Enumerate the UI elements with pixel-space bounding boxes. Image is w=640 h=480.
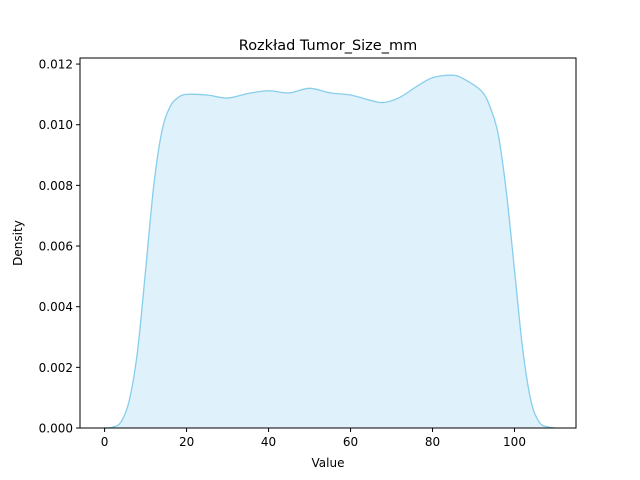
x-axis-label: Value: [312, 456, 345, 470]
y-tick-label: 0.002: [39, 361, 73, 375]
y-tick-label: 0.010: [39, 118, 73, 132]
y-tick-label: 0.000: [39, 422, 73, 436]
y-tick-label: 0.008: [39, 179, 73, 193]
density-area-fill: [104, 75, 556, 428]
y-tick-label: 0.004: [39, 300, 73, 314]
x-axis: 0 20 40 60 80 100: [101, 428, 526, 449]
x-tick-label: 40: [261, 435, 276, 449]
y-tick-label: 0.012: [39, 58, 73, 72]
density-line: [104, 74, 556, 429]
y-axis: 0.000 0.002 0.004 0.006 0.008 0.010 0.012: [39, 58, 80, 436]
x-tick-label: 0: [101, 435, 109, 449]
plot-area: [104, 74, 556, 429]
x-tick-label: 100: [503, 435, 526, 449]
y-axis-label: Density: [11, 220, 25, 266]
y-tick-label: 0.006: [39, 240, 73, 254]
x-tick-label: 20: [179, 435, 194, 449]
x-tick-label: 60: [343, 435, 358, 449]
chart-title: Rozkład Tumor_Size_mm: [239, 38, 417, 54]
plot-frame: [79, 57, 577, 429]
x-tick-label: 80: [425, 435, 440, 449]
